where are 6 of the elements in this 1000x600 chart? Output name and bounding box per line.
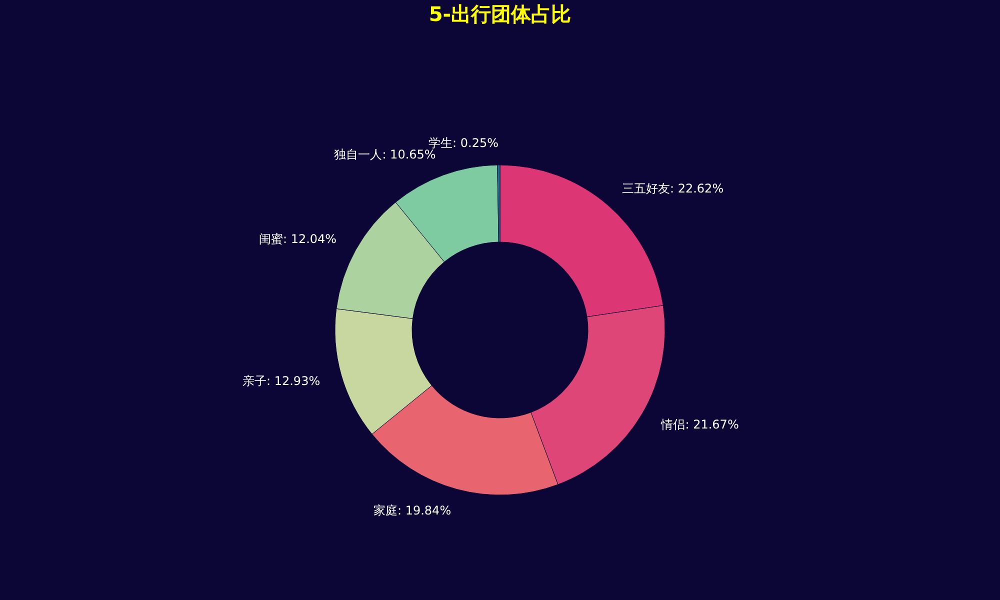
slice-label: 家庭: 19.84% bbox=[373, 503, 452, 518]
chart-title: 5-出行团体占比 bbox=[428, 2, 572, 26]
slice-label: 闺蜜: 12.04% bbox=[258, 232, 337, 246]
slice-label: 情侣: 21.67% bbox=[660, 418, 739, 432]
slice-label: 亲子: 12.93% bbox=[242, 374, 320, 388]
slice-label: 三五好友: 22.62% bbox=[622, 181, 724, 196]
